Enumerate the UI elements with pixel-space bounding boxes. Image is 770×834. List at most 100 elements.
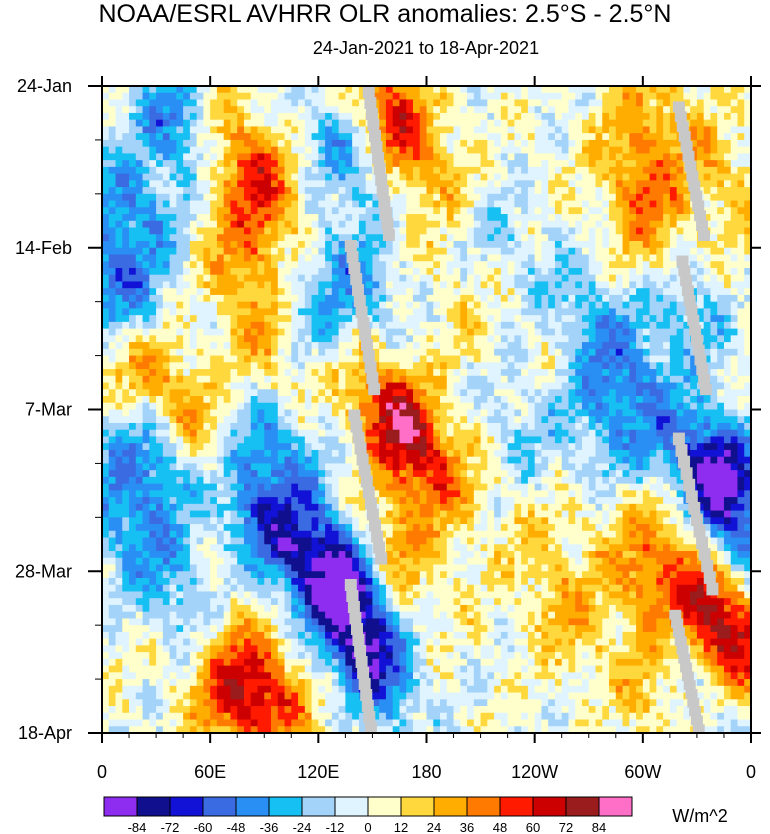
- heatmap-cell: [548, 348, 556, 357]
- heatmap-cell: [102, 160, 110, 168]
- heatmap-cell: [575, 362, 583, 370]
- heatmap-cell: [149, 362, 157, 370]
- heatmap-cell: [385, 261, 394, 269]
- heatmap-cell: [696, 261, 705, 269]
- heatmap-cell: [189, 382, 198, 390]
- heatmap-cell: [629, 321, 637, 330]
- heatmap-cell: [615, 382, 624, 390]
- heatmap-cell: [318, 308, 326, 316]
- heatmap-cell: [521, 214, 529, 222]
- heatmap-cell: [656, 261, 664, 269]
- heatmap-cell: [115, 187, 123, 195]
- heatmap-cell: [142, 355, 150, 363]
- heatmap-cell: [656, 227, 664, 235]
- heatmap-cell: [392, 86, 401, 94]
- heatmap-cell: [311, 409, 319, 417]
- heatmap-cell: [318, 402, 326, 411]
- heatmap-cell: [541, 187, 549, 195]
- heatmap-cell: [129, 241, 137, 249]
- heatmap-cell: [737, 207, 745, 215]
- heatmap-cell: [352, 335, 360, 343]
- heatmap-cell: [723, 254, 732, 262]
- heatmap-cell: [426, 160, 434, 168]
- heatmap-cell: [271, 207, 279, 215]
- heatmap-cell: [494, 422, 502, 431]
- heatmap-cell: [169, 355, 177, 363]
- heatmap-cell: [507, 227, 515, 235]
- heatmap-cell: [446, 146, 455, 154]
- heatmap-cell: [433, 227, 441, 235]
- heatmap-cell: [595, 133, 603, 141]
- heatmap-cell: [291, 247, 299, 256]
- heatmap-cell: [460, 241, 468, 249]
- heatmap-cell: [108, 119, 117, 128]
- heatmap-cell: [223, 261, 232, 269]
- heatmap-cell: [521, 402, 529, 411]
- heatmap-cell: [271, 247, 279, 256]
- heatmap-cell: [169, 126, 177, 134]
- heatmap-cell: [189, 86, 198, 94]
- heatmap-cell: [554, 288, 563, 296]
- heatmap-cell: [446, 193, 455, 202]
- heatmap-cell: [284, 396, 292, 404]
- heatmap-cell: [723, 106, 732, 114]
- heatmap-cell: [690, 126, 698, 134]
- heatmap-cell: [243, 153, 252, 161]
- heatmap-cell: [271, 153, 279, 161]
- heatmap-cell: [609, 86, 617, 94]
- heatmap-cell: [595, 294, 603, 303]
- heatmap-cell: [521, 254, 529, 262]
- heatmap-cell: [203, 193, 211, 202]
- heatmap-cell: [453, 409, 461, 417]
- heatmap-cell: [541, 348, 549, 357]
- heatmap-cell: [142, 86, 150, 94]
- heatmap-cell: [162, 139, 171, 148]
- heatmap-cell: [676, 382, 684, 390]
- heatmap-cell: [284, 328, 292, 336]
- heatmap-cell: [250, 422, 259, 431]
- heatmap-cell: [304, 355, 313, 363]
- heatmap-cell: [548, 234, 556, 242]
- heatmap-cell: [392, 207, 401, 215]
- heatmap-cell: [142, 241, 150, 249]
- heatmap-cell: [392, 409, 401, 417]
- heatmap-cell: [345, 112, 353, 121]
- heatmap-cell: [500, 261, 509, 269]
- heatmap-cell: [453, 247, 461, 256]
- heatmap-cell: [575, 281, 583, 289]
- heatmap-cell: [433, 382, 441, 390]
- heatmap-cell: [216, 342, 225, 350]
- heatmap-cell: [243, 267, 252, 276]
- heatmap-cell: [561, 342, 570, 350]
- heatmap-cell: [440, 274, 448, 283]
- heatmap-cell: [176, 112, 184, 121]
- heatmap-cell: [318, 335, 326, 343]
- heatmap-cell: [230, 375, 238, 384]
- heatmap-cell: [568, 382, 576, 390]
- heatmap-cell: [392, 301, 401, 310]
- heatmap-cell: [385, 362, 394, 370]
- heatmap-cell: [129, 106, 137, 114]
- heatmap-cell: [669, 409, 678, 417]
- heatmap-cell: [433, 328, 441, 336]
- heatmap-cell: [446, 274, 455, 283]
- heatmap-cell: [379, 288, 387, 296]
- heatmap-cell: [703, 241, 712, 249]
- heatmap-cell: [561, 422, 570, 431]
- heatmap-cell: [521, 173, 529, 181]
- heatmap-cell: [108, 92, 117, 101]
- heatmap-cell: [419, 342, 428, 350]
- heatmap-cell: [331, 355, 340, 363]
- heatmap-cell: [703, 409, 712, 417]
- heatmap-cell: [156, 261, 164, 269]
- heatmap-cell: [318, 247, 326, 256]
- heatmap-cell: [102, 139, 110, 148]
- heatmap-cell: [345, 166, 353, 175]
- heatmap-cell: [710, 335, 718, 343]
- heatmap-cell: [548, 308, 556, 316]
- heatmap-cell: [129, 173, 137, 181]
- heatmap-cell: [230, 86, 238, 94]
- heatmap-cell: [352, 133, 360, 141]
- heatmap-cell: [325, 328, 333, 336]
- heatmap-cell: [514, 173, 522, 181]
